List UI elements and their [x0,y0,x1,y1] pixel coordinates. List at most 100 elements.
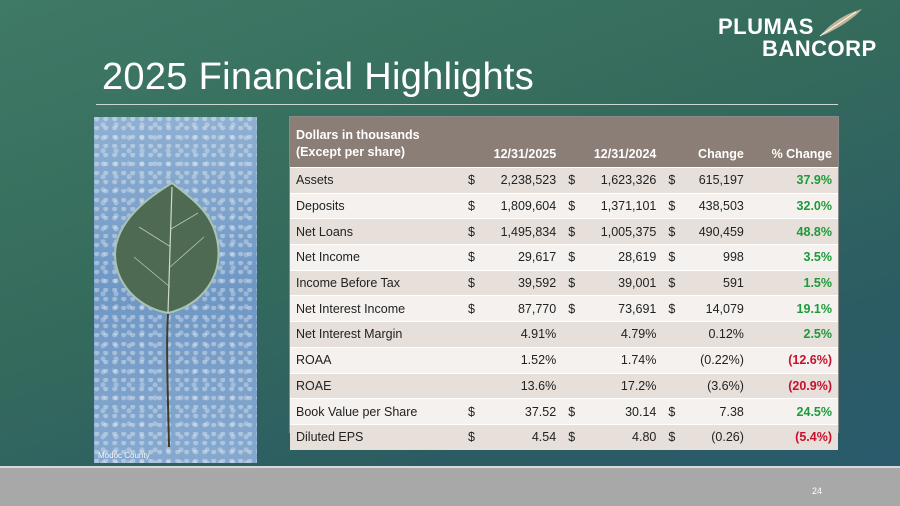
value-change: 490,459 [680,218,750,245]
value-2024: 1,623,326 [580,167,663,194]
value-change: 998 [680,244,750,271]
currency-2025: $ [462,192,480,219]
table-row: Deposits $1,809,604 $1,371,101 $438,503 32.0… [290,192,838,219]
photo-caption: Modoc County [98,451,150,460]
currency-change: $ [662,218,681,245]
value-pct-change: (20.9%) [749,372,838,399]
currency-change: $ [662,192,681,219]
value-pct-change: 19.1% [749,295,838,322]
value-2024: 1,371,101 [580,192,663,219]
currency-2025: $ [462,423,480,450]
row-label: ROAA [290,346,462,373]
currency-change [662,321,681,348]
currency-2024: $ [562,398,581,425]
currency-2024: $ [562,218,581,245]
value-2025: 4.91% [480,321,563,348]
table-row: Assets $2,238,523 $1,623,326 $615,197 37.9% [290,167,838,194]
row-label: Net Income [290,244,462,271]
table-row: Net Loans $1,495,834 $1,005,375 $490,459 48.… [290,218,838,245]
row-label: Assets [290,167,462,194]
currency-2025: $ [462,398,480,425]
currency-2025: $ [462,244,480,271]
value-pct-change: 3.5% [749,244,838,271]
slide-title: 2025 Financial Highlights [102,56,535,98]
header-dollars-in-thousands: Dollars in thousands (Except per share) [290,117,462,168]
currency-change [662,346,681,373]
value-2024: 39,001 [580,269,663,296]
value-pct-change: 24.5% [749,398,838,425]
row-label: Net Interest Margin [290,321,462,348]
value-change: 0.12% [680,321,750,348]
currency-2024: $ [562,192,581,219]
value-change: 14,079 [680,295,750,322]
header-pct-change: % Change [749,117,838,168]
table-row: ROAA 1.52% 1.74% (0.22%) (12.6%) [290,346,838,373]
value-pct-change: 2.5% [749,321,838,348]
row-label: Diluted EPS [290,423,462,450]
currency-2025: $ [462,218,480,245]
table-header-row: Dollars in thousands (Except per share) … [290,117,838,168]
title-divider [96,104,838,105]
table-row: Net Income $29,617 $28,619 $998 3.5% [290,244,838,271]
table-row: Net Interest Income $87,770 $73,691 $14,079… [290,295,838,322]
header-2025: 12/31/2025 [462,117,563,168]
value-2024: 1.74% [580,346,663,373]
value-2025: 1,495,834 [480,218,563,245]
currency-2025 [462,372,480,399]
currency-change: $ [662,269,681,296]
currency-change: $ [662,398,681,425]
value-2025: 29,617 [480,244,563,271]
table-row: ROAE 13.6% 17.2% (3.6%) (20.9%) [290,372,838,399]
table-row: Net Interest Margin 4.91% 4.79% 0.12% 2.5% [290,321,838,348]
currency-2025: $ [462,295,480,322]
value-2024: 73,691 [580,295,663,322]
logo-text-line1: PLUMAS [718,14,814,39]
value-change: (0.26) [680,423,750,450]
value-pct-change: 48.8% [749,218,838,245]
value-change: 438,503 [680,192,750,219]
value-2025: 87,770 [480,295,563,322]
row-label: Net Loans [290,218,462,245]
header-change: Change [662,117,750,168]
value-2025: 13.6% [480,372,563,399]
currency-2025: $ [462,269,480,296]
value-2025: 2,238,523 [480,167,563,194]
currency-change: $ [662,167,681,194]
currency-change: $ [662,295,681,322]
value-pct-change: 37.9% [749,167,838,194]
table-row: Diluted EPS $4.54 $4.80 $ (0.26) (5.4%) [290,423,838,450]
currency-2024: $ [562,167,581,194]
value-pct-change: 32.0% [749,192,838,219]
company-logo: PLUMAS BANCORP [712,9,892,61]
row-label: Net Interest Income [290,295,462,322]
feather-icon [819,9,862,37]
currency-2024: $ [562,295,581,322]
value-change: 591 [680,269,750,296]
value-2024: 1,005,375 [580,218,663,245]
currency-change: $ [662,244,681,271]
value-pct-change: 1.5% [749,269,838,296]
table-row: Income Before Tax $39,592 $39,001 $591 1.5% [290,269,838,296]
header-2024: 12/31/2024 [562,117,663,168]
leaf-image [114,181,220,448]
financial-highlights-table: Dollars in thousands (Except per share) … [289,116,839,450]
value-2024: 17.2% [580,372,663,399]
row-label: Book Value per Share [290,398,462,425]
value-change: 615,197 [680,167,750,194]
currency-2024 [562,372,581,399]
value-2025: 4.54 [480,423,563,450]
leaf-photo: Modoc County [94,117,257,463]
logo-text-line2: BANCORP [762,36,877,61]
value-2025: 1.52% [480,346,563,373]
value-pct-change: (5.4%) [749,423,838,450]
currency-2025 [462,346,480,373]
currency-2024: $ [562,423,581,450]
value-2024: 4.79% [580,321,663,348]
currency-2025 [462,321,480,348]
currency-change [662,372,681,399]
footer-bar [0,468,900,506]
currency-2025: $ [462,167,480,194]
page-number: 24 [811,486,822,496]
currency-2024: $ [562,269,581,296]
footer-divider [0,466,900,468]
